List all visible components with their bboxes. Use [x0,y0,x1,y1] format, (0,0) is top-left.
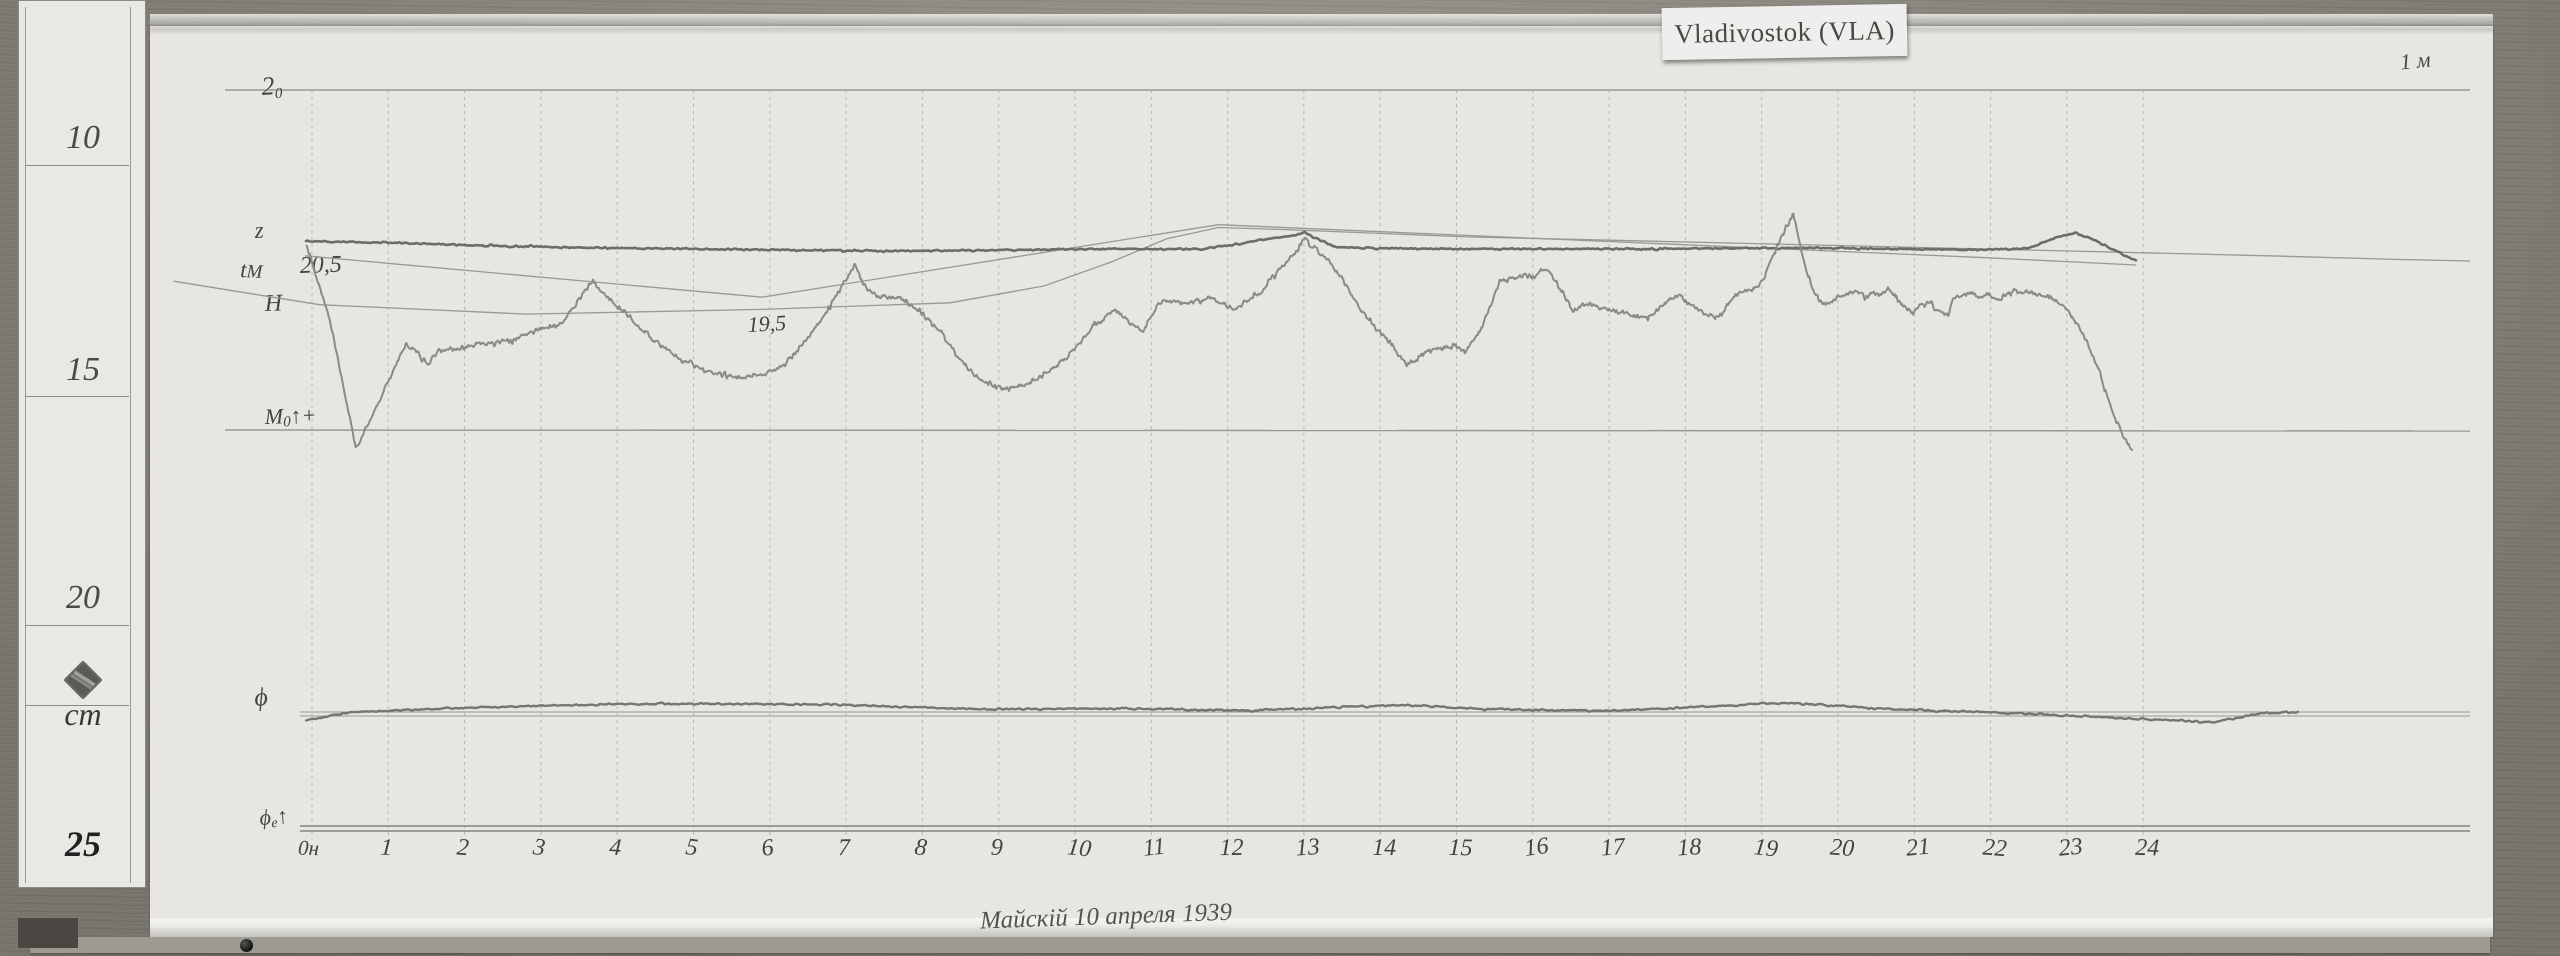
svg-text:16: 16 [1523,833,1550,862]
svg-text:7: 7 [838,835,851,861]
svg-text:ϕe↑: ϕe↑ [259,803,289,832]
svg-text:M0↑+: M0↑+ [263,402,317,431]
svg-text:12: 12 [1219,835,1243,861]
svg-text:19: 19 [1752,834,1779,863]
svg-text:4: 4 [608,835,622,862]
svg-text:24: 24 [2135,835,2160,862]
svg-text:14: 14 [1372,835,1396,861]
svg-text:6: 6 [760,835,775,862]
svg-text:20: 20 [1829,834,1855,862]
svg-text:9: 9 [990,835,1003,861]
svg-text:18: 18 [1676,834,1702,861]
svg-text:2: 2 [456,834,470,861]
svg-text:17: 17 [1600,834,1627,862]
svg-text:22: 22 [1982,834,2008,862]
svg-text:23: 23 [2057,833,2084,861]
svg-text:0н: 0н [298,836,320,861]
svg-text:10: 10 [1066,834,1093,863]
svg-text:11: 11 [1142,834,1167,862]
svg-text:z: z [253,218,264,243]
svg-text:15: 15 [1448,835,1473,861]
svg-text:21: 21 [1905,834,1931,862]
svg-text:8: 8 [913,834,928,861]
svg-text:1: 1 [380,834,394,861]
svg-text:13: 13 [1295,834,1321,862]
svg-text:H: H [263,290,284,317]
svg-text:20: 20 [260,71,283,103]
svg-text:tM: tM [240,257,264,283]
svg-text:5: 5 [684,834,699,861]
svg-text:3: 3 [531,834,547,861]
svg-text:ϕ: ϕ [253,682,269,712]
svg-text:19,5: 19,5 [747,310,787,337]
